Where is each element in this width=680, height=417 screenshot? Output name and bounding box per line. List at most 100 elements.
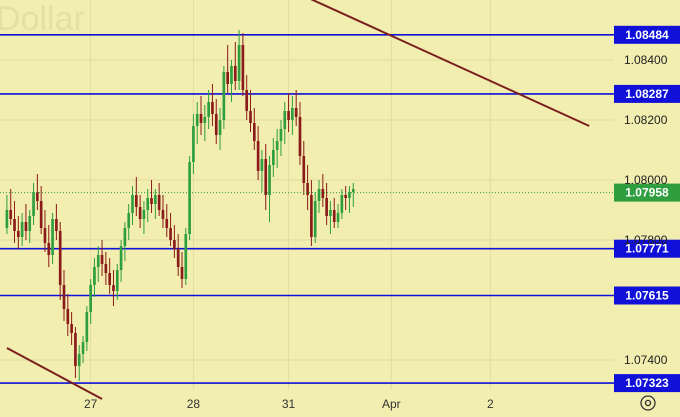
candle-body	[43, 228, 47, 243]
time-tick-label: 31	[282, 397, 296, 411]
candle-body	[93, 267, 96, 285]
price-tick-label: 1.08400	[624, 53, 668, 67]
candle-body	[302, 156, 306, 183]
time-tick-label: Apr	[382, 397, 401, 411]
candle-body	[32, 192, 35, 216]
time-tick-label: 2	[487, 397, 494, 411]
candle-body	[188, 162, 191, 234]
price-axis: 1.08400 1.08200 1.08000 1.07800 1.07400	[624, 53, 668, 367]
time-axis: 27 28 31 Apr 2	[84, 397, 494, 411]
candle-body	[85, 312, 89, 342]
trendline[interactable]	[6, 347, 103, 400]
candle-body	[62, 285, 66, 309]
candle-body	[329, 210, 332, 216]
candle-body	[237, 45, 241, 81]
settings-gear-icon[interactable]	[640, 395, 656, 411]
trendlines[interactable]	[6, 0, 590, 400]
candle-body	[81, 342, 85, 354]
level-label-box	[614, 84, 680, 103]
candle-body	[115, 270, 119, 291]
candle-body	[154, 195, 157, 204]
level-label-box	[614, 374, 680, 393]
candle-body	[134, 195, 138, 207]
candle-body	[344, 195, 347, 198]
candle-body	[279, 129, 283, 141]
grid	[0, 0, 614, 390]
candle-body	[184, 234, 188, 279]
candle-body	[39, 201, 43, 228]
candle-body	[233, 66, 237, 81]
candle-body	[146, 198, 150, 210]
candle-body	[287, 111, 290, 120]
candle-body	[268, 165, 271, 195]
candle-body	[180, 267, 184, 279]
candle-body	[13, 219, 16, 231]
level-label-box	[614, 25, 680, 44]
time-tick-label: 28	[187, 397, 201, 411]
candle-body	[264, 159, 268, 195]
candle-body	[70, 324, 73, 333]
trendline[interactable]	[273, 0, 590, 127]
candle-body	[245, 90, 249, 111]
price-tick-label: 1.08000	[624, 173, 668, 187]
candle-body	[16, 231, 20, 237]
candle-body	[96, 255, 100, 267]
candle-body	[150, 198, 153, 204]
candle-body	[325, 198, 328, 216]
candle-body	[100, 255, 104, 264]
candle-body	[291, 108, 294, 120]
candle-body	[20, 222, 24, 237]
current-price-line: 1.07958	[0, 183, 680, 202]
candle-body	[74, 333, 77, 366]
candle-body	[310, 195, 313, 237]
level-label: 1.07615	[625, 289, 669, 303]
support-resistance-levels[interactable]: 1.08484 1.08287 1.07771 1.07615 1.07323	[0, 25, 680, 393]
candle-body	[203, 117, 207, 123]
price-tick-label: 1.07400	[624, 353, 668, 367]
candle-body	[173, 240, 176, 249]
candle-body	[222, 72, 226, 120]
candle-body	[298, 117, 302, 156]
candle-body	[272, 150, 275, 165]
candle-body	[351, 189, 355, 192]
candles	[5, 30, 355, 381]
candle-body	[260, 159, 264, 171]
candle-body	[283, 111, 287, 129]
candle-body	[112, 285, 115, 291]
candle-body	[207, 102, 210, 117]
level-label: 1.08287	[625, 87, 669, 101]
candle-body	[336, 213, 340, 222]
settings-gear-center	[644, 399, 652, 407]
candle-body	[161, 210, 165, 219]
chart-settings-button[interactable]	[640, 395, 656, 411]
candle-body	[119, 246, 123, 270]
current-price-box	[614, 183, 680, 202]
candle-body	[108, 273, 112, 285]
candle-body	[211, 102, 214, 114]
candle-body	[176, 249, 180, 267]
candle-body	[214, 114, 218, 135]
candle-body	[348, 192, 351, 198]
candle-body	[317, 189, 321, 201]
candle-body	[192, 126, 195, 162]
candle-body	[218, 120, 222, 135]
candle-body	[66, 309, 70, 324]
candle-body	[36, 192, 39, 201]
candle-body	[199, 114, 203, 123]
candle-body	[51, 219, 54, 255]
candle-body	[252, 123, 256, 141]
candle-body	[226, 72, 229, 84]
level-label: 1.07771	[625, 242, 669, 256]
candle-body	[157, 195, 161, 210]
candle-body	[127, 213, 131, 228]
candle-body	[249, 111, 252, 123]
candle-body	[340, 195, 344, 213]
candle-body	[256, 141, 260, 171]
price-tick-label: 1.07800	[624, 233, 668, 247]
candle-body	[9, 210, 13, 219]
candle-body	[230, 66, 233, 84]
candle-body	[104, 264, 108, 273]
time-axis-background[interactable]	[0, 390, 680, 417]
candle-body	[55, 219, 58, 231]
